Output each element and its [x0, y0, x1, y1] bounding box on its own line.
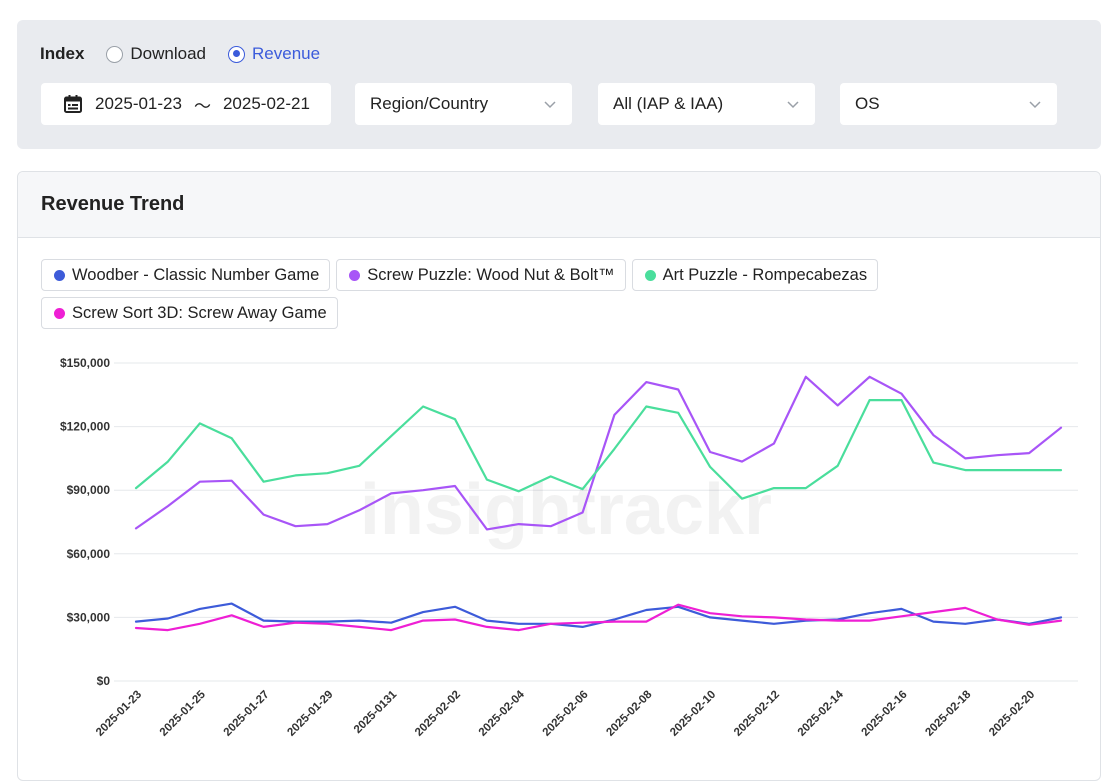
y-tick-label: $120,000	[60, 420, 110, 434]
index-label: Index	[40, 44, 85, 63]
date-start: 2025-01-23	[95, 94, 182, 113]
x-tick-label: 2025-02-20	[987, 689, 1037, 739]
radio-download[interactable]: Download	[106, 44, 206, 64]
legend-item-screw-puzzle[interactable]: Screw Puzzle: Wood Nut & Bolt™	[336, 259, 626, 291]
radio-download-label: Download	[130, 44, 207, 63]
x-tick-label: 2025-02-02	[413, 689, 463, 739]
revenue-trend-card: Revenue Trend Woodber - Classic Number G…	[17, 171, 1101, 781]
legend-label: Screw Puzzle: Wood Nut & Bolt™	[367, 265, 615, 284]
date-end: 2025-02-21	[222, 94, 310, 113]
series-line-1	[134, 375, 1063, 531]
revenue-line-chart: $0$30,000$60,000$90,000$120,000$150,000i…	[60, 356, 1078, 739]
chevron-down-icon	[787, 101, 799, 109]
legend-item-woodber[interactable]: Woodber - Classic Number Game	[41, 259, 331, 291]
y-tick-label: $0	[97, 674, 111, 688]
x-tick-label: 2025-02-14	[796, 688, 847, 739]
radio-download-circle[interactable]	[106, 45, 124, 63]
x-tick-label: 2025-0131	[352, 688, 400, 736]
monetization-select[interactable]: All (IAP & IAA)	[598, 83, 815, 125]
card-title: Revenue Trend	[41, 193, 185, 215]
x-tick-label: 2025-01-23	[94, 689, 144, 739]
region-select-value: Region/Country	[370, 94, 489, 113]
radio-revenue[interactable]: Revenue	[228, 44, 320, 64]
x-tick-label: 2025-02-08	[604, 688, 655, 739]
chart-legend: Woodber - Classic Number Game Screw Puzz…	[41, 259, 1091, 329]
chevron-down-icon	[544, 101, 556, 109]
os-select[interactable]: OS	[840, 83, 1057, 125]
legend-dot	[349, 269, 361, 281]
x-tick-label: 2025-01-29	[285, 689, 335, 739]
series-line-3	[134, 603, 1063, 632]
legend-label: Art Puzzle - Rompecabezas	[662, 265, 868, 284]
x-tick-label: 2025-02-16	[860, 689, 910, 739]
x-tick-label: 2025-01-27	[222, 689, 272, 739]
x-tick-label: 2025-02-18	[923, 688, 974, 739]
radio-revenue-circle[interactable]	[228, 45, 246, 63]
legend-dot	[644, 269, 656, 281]
filter-panel: Index Download Revenue 2025-01-23 ～ 2025…	[17, 20, 1101, 149]
legend-label: Screw Sort 3D: Screw Away Game	[72, 303, 327, 322]
legend-item-screw-sort[interactable]: Screw Sort 3D: Screw Away Game	[41, 297, 338, 329]
series-line-0	[134, 602, 1063, 628]
legend-label: Woodber - Classic Number Game	[72, 265, 320, 284]
y-tick-label: $30,000	[67, 610, 111, 624]
x-tick-label: 2025-02-04	[477, 688, 528, 739]
y-tick-label: $90,000	[67, 483, 111, 497]
series-line-2	[134, 399, 1063, 500]
legend-item-art-puzzle[interactable]: Art Puzzle - Rompecabezas	[631, 259, 879, 291]
legend-dot	[54, 269, 65, 281]
chevron-down-icon	[1029, 101, 1041, 109]
monetization-select-value: All (IAP & IAA)	[613, 94, 724, 113]
date-range-picker[interactable]: 2025-01-23 ～ 2025-02-21	[41, 83, 331, 125]
x-tick-label: 2025-02-12	[732, 689, 782, 739]
date-separator: ～	[193, 96, 211, 116]
x-tick-label: 2025-01-25	[158, 688, 209, 739]
y-tick-label: $60,000	[67, 547, 111, 561]
region-select[interactable]: Region/Country	[355, 83, 572, 125]
x-tick-label: 2025-02-10	[668, 689, 718, 739]
calendar-icon	[64, 95, 82, 113]
y-tick-label: $150,000	[60, 356, 110, 370]
radio-revenue-label: Revenue	[252, 44, 321, 63]
index-selector: Index Download Revenue	[40, 44, 342, 64]
legend-dot	[54, 307, 65, 319]
x-tick-label: 2025-02-06	[541, 689, 591, 739]
os-select-value: OS	[855, 94, 880, 113]
card-header: Revenue Trend	[18, 172, 1100, 238]
